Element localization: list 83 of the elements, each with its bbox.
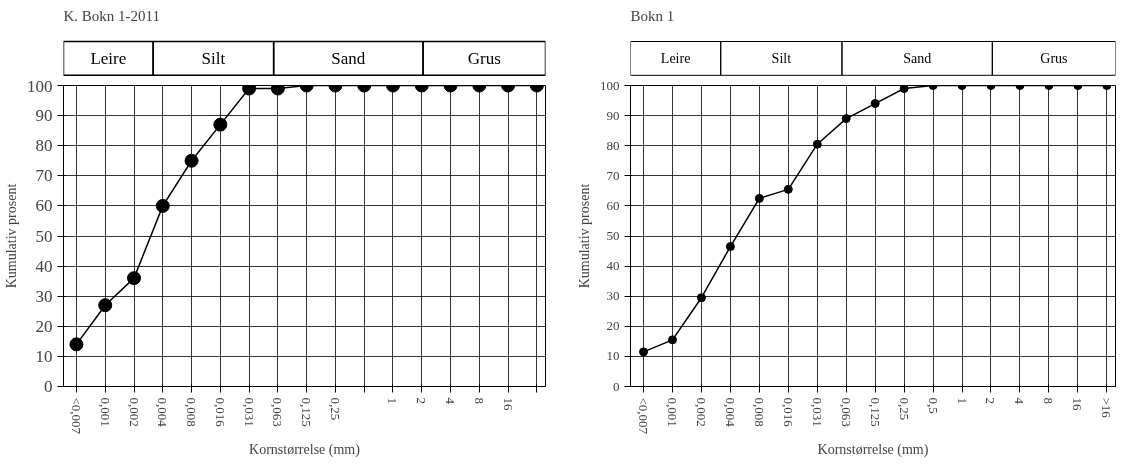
point — [841, 114, 851, 124]
text: Leire — [90, 49, 127, 69]
x-tick-label: 0,008 — [184, 397, 200, 427]
x-tick-label: 16 — [1070, 397, 1086, 411]
x-tick-label: 2 — [414, 397, 430, 404]
y-tick-label: 0 — [613, 378, 620, 394]
x-tick-label: 0,25 — [896, 397, 912, 421]
x-tick-label: 0,031 — [241, 397, 257, 427]
y-tick-label: 70 — [606, 167, 620, 183]
x-tick-label: <0,007 — [636, 397, 652, 435]
y-tick-label: 80 — [35, 136, 53, 156]
y-tick-label: 70 — [35, 166, 53, 186]
x-tick-label: 0,002 — [126, 397, 142, 427]
point — [270, 85, 285, 96]
x-tick-label: 1 — [385, 397, 401, 404]
x-tick-label: 0,25 — [327, 397, 343, 421]
point — [242, 85, 257, 96]
point — [783, 184, 793, 194]
text: Sand — [903, 51, 932, 67]
y-tick-label: 90 — [35, 106, 53, 126]
y-tick-label: 50 — [606, 228, 620, 243]
y-tick-label: 40 — [35, 256, 53, 276]
y-tick-label: 0 — [44, 377, 53, 396]
y-tick-label: 50 — [35, 226, 53, 246]
y-axis-title: Kumulativ prosent — [577, 183, 592, 289]
x-tick-label: 1 — [954, 397, 970, 404]
y-tick-label: 60 — [35, 196, 53, 216]
x-tick-label: 8 — [471, 397, 487, 404]
x-axis-title: Kornstørrelse (mm) — [249, 442, 361, 459]
chart-title: K. Bokn 1-2011 — [63, 7, 161, 24]
x-tick-label: 16 — [500, 397, 516, 411]
y-tick-label: 30 — [35, 286, 53, 306]
y-tick-label: 60 — [606, 197, 620, 213]
x-tick-label: 0,063 — [838, 397, 854, 427]
point — [696, 293, 706, 303]
point — [725, 242, 735, 252]
point — [639, 347, 649, 357]
x-tick-label: 0,008 — [751, 397, 767, 427]
x-tick-label: 0,016 — [212, 397, 228, 428]
x-axis-title: Kornstørrelse (mm) — [817, 442, 929, 459]
y-tick-label: 90 — [606, 107, 620, 123]
x-tick-label: 0,063 — [270, 397, 286, 427]
y-tick-label: 30 — [606, 288, 620, 304]
x-tick-label: 4 — [1012, 397, 1028, 405]
x-tick-label: <0,007 — [68, 397, 84, 435]
y-tick-label: 10 — [35, 346, 53, 366]
text: Leire — [660, 51, 691, 67]
x-tick-label: 0,125 — [299, 397, 315, 427]
chart-title: Bokn 1 — [630, 7, 675, 24]
y-tick-label: 100 — [600, 77, 620, 93]
x-tick-label: 0,016 — [780, 397, 796, 428]
text: Sand — [331, 49, 366, 69]
text: Grus — [1040, 51, 1068, 67]
point — [754, 193, 764, 203]
point — [667, 335, 677, 345]
point — [812, 139, 822, 149]
text: Grus — [467, 49, 501, 69]
x-tick-label: 8 — [1041, 397, 1057, 404]
x-tick-label: 0,125 — [867, 397, 883, 427]
text: Silt — [201, 49, 226, 69]
x-tick-label: >16 — [1099, 397, 1115, 419]
point — [69, 337, 84, 352]
x-tick-label: 0,004 — [155, 397, 171, 428]
y-tick-label: 20 — [35, 316, 53, 336]
x-tick-label: 0,002 — [693, 397, 709, 427]
x-tick-label: 4 — [443, 397, 459, 405]
y-tick-label: 40 — [606, 258, 620, 274]
x-tick-label: 0,5 — [925, 397, 941, 414]
x-tick-label: 0,031 — [809, 397, 825, 427]
point — [870, 99, 880, 109]
point — [899, 85, 909, 93]
point — [127, 271, 141, 286]
x-tick-label: 2 — [983, 397, 999, 404]
text: Silt — [771, 51, 792, 67]
y-tick-label: 10 — [606, 348, 620, 364]
x-tick-label: 0,001 — [97, 397, 113, 427]
y-tick-label: 80 — [606, 137, 620, 153]
y-tick-label: 100 — [27, 76, 53, 96]
point — [98, 298, 113, 313]
y-axis-title: Kumulativ prosent — [4, 183, 19, 289]
y-tick-label: 20 — [606, 318, 620, 334]
x-tick-label: 0,001 — [664, 397, 680, 427]
x-tick-label: 0,004 — [722, 397, 738, 428]
